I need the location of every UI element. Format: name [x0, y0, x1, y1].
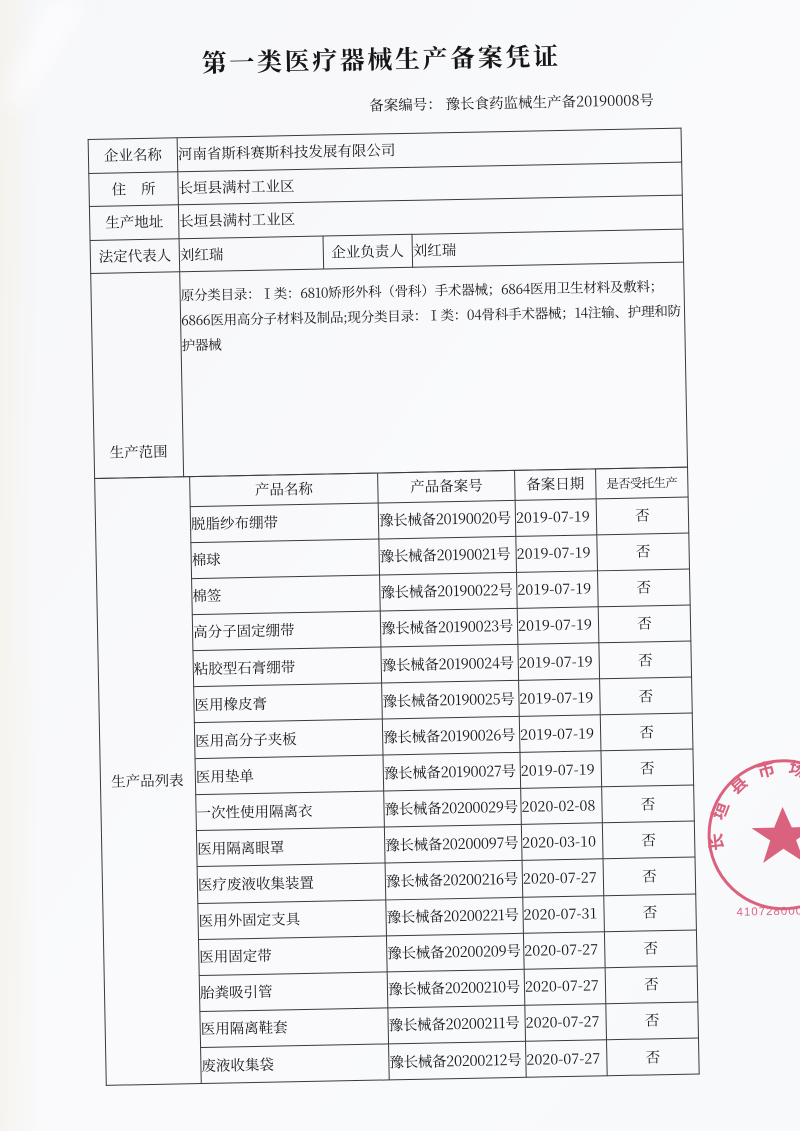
svg-text:4107280001235: 4107280001235 — [736, 905, 800, 919]
svg-text:场: 场 — [786, 755, 800, 783]
svg-text:县: 县 — [723, 769, 753, 799]
svg-text:市: 市 — [754, 755, 777, 784]
svg-text:长: 长 — [703, 831, 730, 852]
